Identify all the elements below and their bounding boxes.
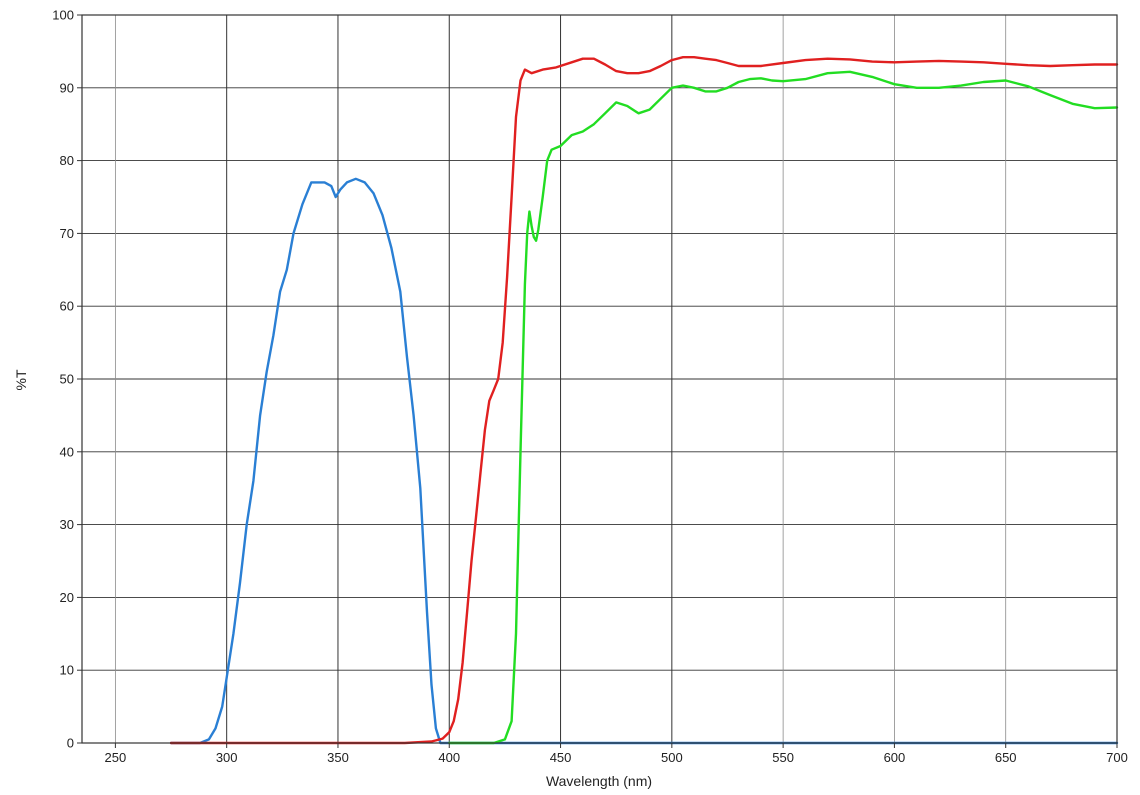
x-tick-label: 300 [216, 750, 238, 765]
y-tick-label: 10 [60, 663, 74, 678]
y-tick-labels: 0 10 20 30 40 50 60 70 80 90 100 [52, 8, 82, 751]
x-tick-label: 350 [327, 750, 349, 765]
y-tick-label: 20 [60, 590, 74, 605]
y-tick-label: 30 [60, 517, 74, 532]
y-axis-label: %T [13, 369, 29, 390]
series-3 [448, 70, 1119, 745]
y-tick-label: 0 [67, 736, 74, 751]
x-tick-labels: 250 300 350 400 450 500 550 600 650 700 [105, 743, 1128, 765]
x-tick-label: 400 [438, 750, 460, 765]
y-tick-label: 50 [60, 372, 74, 387]
x-tick-label: 500 [661, 750, 683, 765]
series-line [169, 56, 1119, 745]
x-axis-label: Wavelength (nm) [546, 773, 652, 789]
x-tick-label: 650 [995, 750, 1017, 765]
y-tick-label: 100 [52, 8, 74, 23]
x-tick-label: 600 [884, 750, 906, 765]
y-tick-label: 60 [60, 299, 74, 314]
y-tick-label: 40 [60, 444, 74, 459]
x-tick-label: 550 [772, 750, 794, 765]
y-tick-label: 90 [60, 80, 74, 95]
y-tick-label: 80 [60, 153, 74, 168]
x-tick-label: 450 [550, 750, 572, 765]
x-tick-label: 700 [1106, 750, 1128, 765]
y-tick-label: 70 [60, 226, 74, 241]
x-tick-label: 250 [105, 750, 127, 765]
series-2 [169, 56, 1119, 745]
